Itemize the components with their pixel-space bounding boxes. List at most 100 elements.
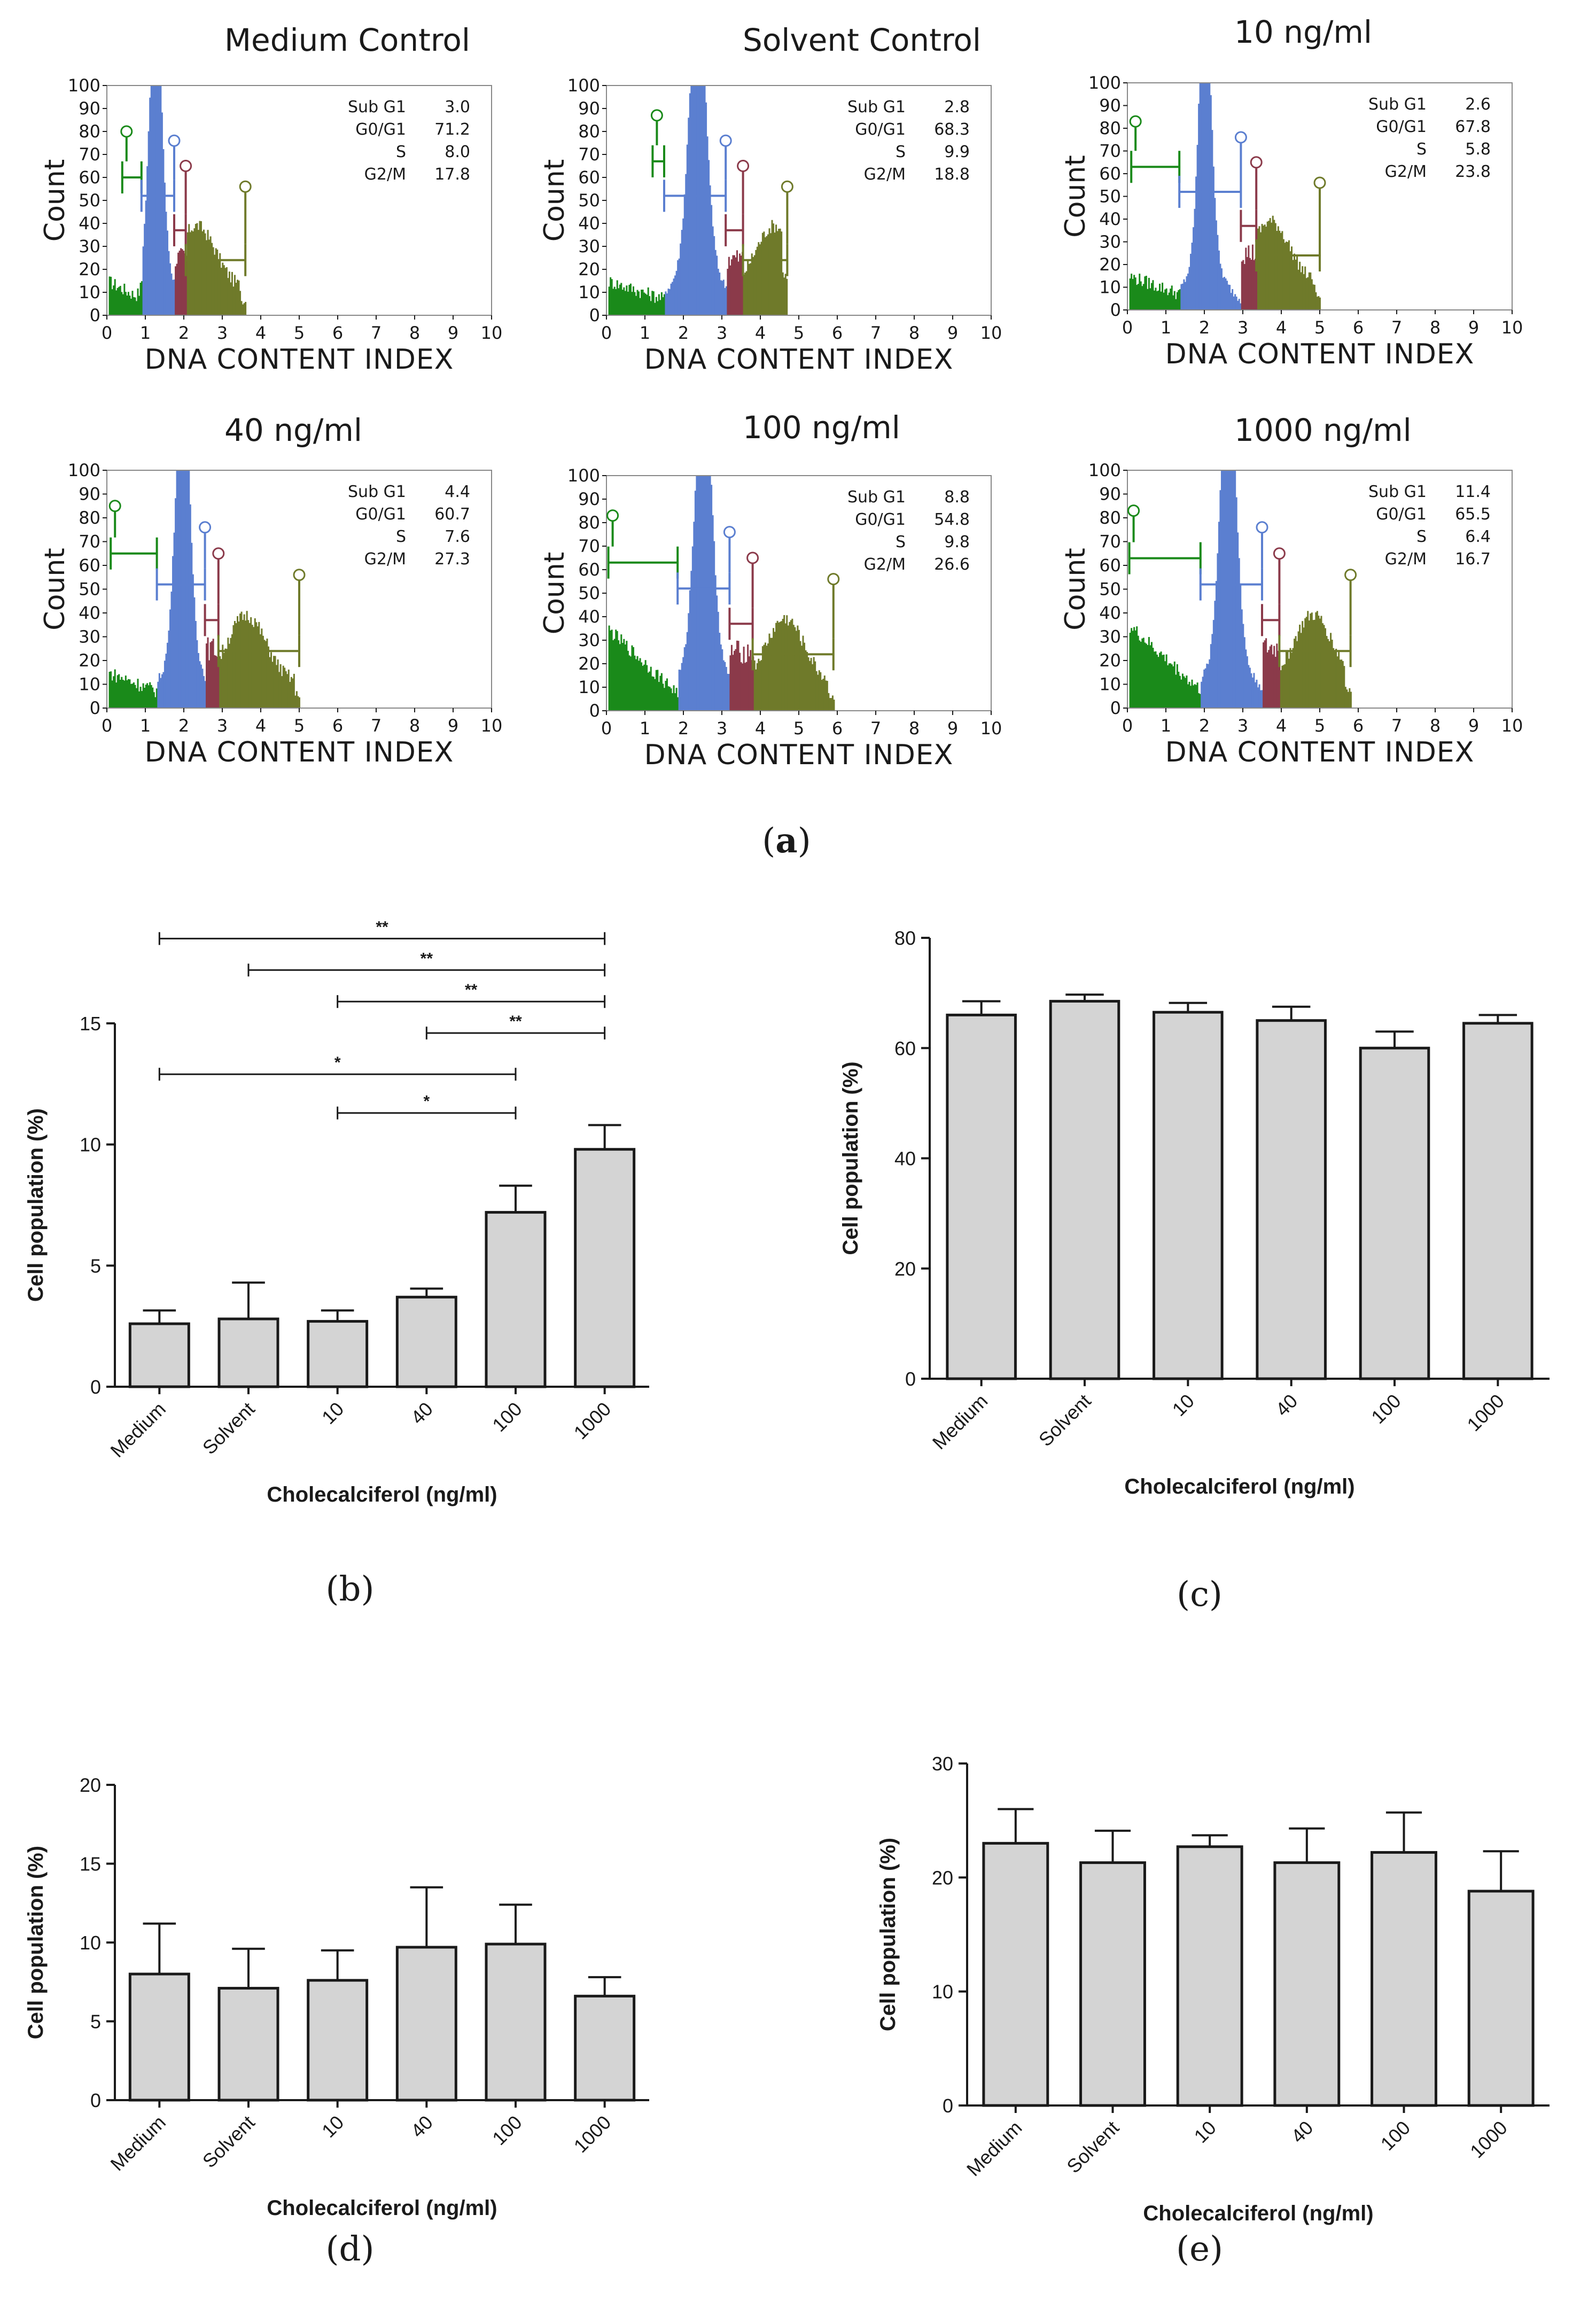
x-tick-label: 7 xyxy=(1391,716,1402,736)
x-tick-label: 2 xyxy=(178,323,189,343)
stat-label: G0/G1 xyxy=(855,120,906,139)
x-tick-label: 10 xyxy=(317,2111,348,2142)
histogram-bin xyxy=(649,671,651,711)
histogram-bin xyxy=(768,228,770,315)
histogram-bin xyxy=(124,675,127,708)
histogram-a6: 1000 ng/ml 0 10 20 30 40 50 60 70 80 90 100 0 1 2 3 4 5 6 7… xyxy=(1060,412,1523,768)
histogram-bin xyxy=(214,254,216,315)
gate-handle xyxy=(781,180,793,193)
histogram-bin xyxy=(1210,644,1212,708)
histogram-bin xyxy=(1170,289,1172,310)
histogram-bin xyxy=(176,470,178,708)
histogram-bin xyxy=(743,647,745,711)
histogram-bin xyxy=(1139,640,1141,708)
histogram-bin xyxy=(610,277,612,315)
histogram-bin xyxy=(1206,83,1208,310)
histogram-bin xyxy=(636,656,639,711)
histogram-bin xyxy=(1206,663,1208,708)
histogram-bin xyxy=(669,687,671,711)
histogram-bin xyxy=(264,641,267,708)
bar-chart-e: 0 10 20 30 Medium Solvent 10 40 100 1000 Cholecalc… xyxy=(876,1753,1550,2225)
histogram-bin xyxy=(775,623,777,711)
histogram-bin xyxy=(1212,166,1214,310)
histogram-bin xyxy=(1254,259,1256,310)
histogram-bin xyxy=(766,646,768,711)
significance-label: * xyxy=(334,1054,341,1071)
histogram-bin xyxy=(242,620,244,708)
histogram-bin xyxy=(157,86,159,315)
histogram-bin xyxy=(130,298,132,315)
histogram-bin xyxy=(1245,247,1247,310)
histogram-bin xyxy=(748,263,750,315)
histogram-bin xyxy=(1131,274,1133,310)
histogram-bin xyxy=(736,640,738,711)
histogram-bin xyxy=(1311,612,1313,708)
histogram-bin xyxy=(166,230,168,315)
histogram-bin xyxy=(714,250,717,315)
histogram-bin xyxy=(211,243,213,315)
x-tick-label: 100 xyxy=(488,1398,526,1436)
histogram-bin xyxy=(1225,470,1227,708)
y-tick-label: 10 xyxy=(79,282,100,302)
x-tick-label: 0 xyxy=(1122,317,1133,338)
y-tick-label: 30 xyxy=(79,236,100,257)
stat-value: 5.8 xyxy=(1465,140,1491,159)
histogram-bin xyxy=(1272,654,1274,708)
x-tick-label: 3 xyxy=(717,718,727,739)
histogram-bin xyxy=(666,678,668,711)
histogram-bin xyxy=(197,230,199,315)
histogram-bin xyxy=(696,86,698,315)
histogram-bin xyxy=(1201,83,1203,310)
histogram-bin xyxy=(1181,673,1184,708)
histogram-bin xyxy=(232,625,235,708)
histogram-bin xyxy=(610,630,612,711)
histogram-bin xyxy=(635,659,637,711)
stat-label: S xyxy=(396,527,406,546)
x-tick-label: 9 xyxy=(1468,716,1479,736)
histogram-bin xyxy=(1153,651,1155,708)
histogram-bin xyxy=(717,268,719,315)
histogram-bin xyxy=(642,665,644,711)
histogram-bin xyxy=(1207,83,1209,310)
bar-1000 xyxy=(574,1148,636,1388)
histogram-bin xyxy=(1171,664,1173,708)
histogram-bin xyxy=(831,695,834,711)
histogram-bin xyxy=(651,291,653,315)
histogram-bin xyxy=(204,681,206,708)
histogram-bin xyxy=(705,102,707,315)
stat-label: S xyxy=(1416,140,1427,159)
histogram-bin xyxy=(238,280,240,315)
histogram-bin xyxy=(240,611,243,708)
histogram-bin xyxy=(1343,666,1345,708)
histogram-bin xyxy=(711,205,713,315)
histogram-bin xyxy=(188,470,190,708)
histogram-bin xyxy=(243,614,245,708)
y-tick-label: 40 xyxy=(79,213,100,234)
histogram-bin xyxy=(1313,619,1315,708)
histogram-bin xyxy=(618,288,620,315)
histogram-bin xyxy=(753,660,756,711)
histogram-bin xyxy=(712,515,714,711)
histogram-bin xyxy=(139,283,142,315)
x-tick-label: 3 xyxy=(1237,716,1248,736)
gate-handle xyxy=(650,109,663,122)
histogram-bin xyxy=(1129,633,1131,708)
histogram-bin xyxy=(144,688,146,708)
histogram-bin xyxy=(116,288,119,315)
x-tick-label: 4 xyxy=(255,716,266,736)
y-tick-label: 50 xyxy=(578,583,600,603)
histogram-bin xyxy=(141,691,143,708)
histogram-bin xyxy=(1232,289,1234,310)
gate-handle xyxy=(293,569,306,581)
histogram-bin xyxy=(217,649,220,708)
histogram-bin xyxy=(781,621,783,711)
x-tick-label: 9 xyxy=(448,323,458,343)
histogram-bin xyxy=(113,676,115,708)
histogram-bin xyxy=(1302,266,1304,310)
x-tick-label: 9 xyxy=(448,716,458,736)
histogram-bin xyxy=(157,681,159,708)
histogram-bin xyxy=(636,290,639,315)
histogram-bin xyxy=(131,291,134,315)
histogram-bin xyxy=(787,625,789,711)
histogram-bin xyxy=(256,626,259,708)
